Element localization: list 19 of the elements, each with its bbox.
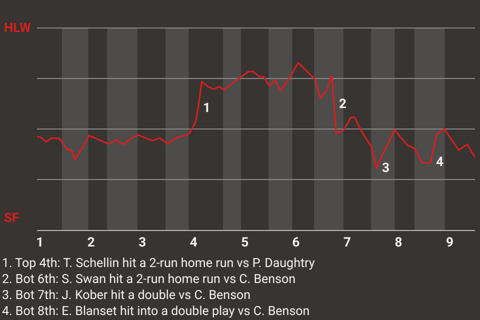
x-tick-label: 9 <box>446 236 454 251</box>
x-tick-label: 4 <box>190 236 198 251</box>
x-tick-label: 7 <box>344 236 352 251</box>
annotation: 1 <box>203 101 210 116</box>
text: 4. Bot 8th: E. Blanset hit into a double play vs C. Benson <box>2 304 310 319</box>
annotation: 3 <box>382 161 390 176</box>
x-tick-label: 2 <box>87 236 95 251</box>
x-tick-label: 1 <box>36 236 44 251</box>
text: 1. Top 4th: T. Schellin hit a 2-run home run vs P. Daughtry <box>2 256 315 271</box>
text: SF <box>4 211 20 226</box>
text: 2. Bot 6th: S. Swan hit a 2-run home run vs C. Benson <box>2 272 296 287</box>
annotation: 2 <box>339 97 346 112</box>
annotation: 4 <box>436 155 444 170</box>
x-tick-label: 6 <box>292 236 300 251</box>
x-tick-label: 3 <box>138 236 146 251</box>
text: 3. Bot 7th: J. Kober hit a double vs C. Benson <box>2 288 251 303</box>
text: HLW <box>4 21 32 36</box>
x-tick-label: 8 <box>394 236 402 251</box>
x-tick-label: 5 <box>241 236 249 251</box>
